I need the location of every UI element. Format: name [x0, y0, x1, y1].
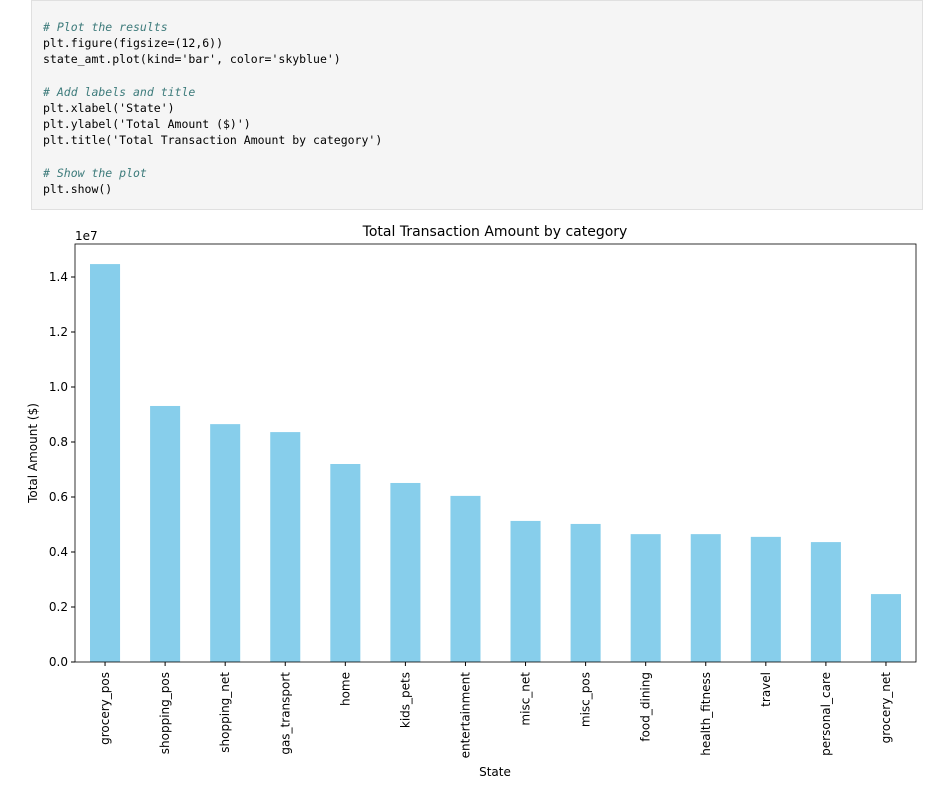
bar: [270, 432, 301, 662]
bar: [150, 405, 181, 662]
bar: [570, 523, 601, 662]
bar: [630, 534, 661, 662]
code-line: plt.xlabel('State'): [43, 101, 175, 115]
y-tick-label: 0.8: [49, 435, 68, 449]
chart-title: Total Transaction Amount by category: [362, 224, 628, 240]
y-tick-label: 0.0: [49, 655, 68, 669]
code-line: plt.title('Total Transaction Amount by c…: [43, 133, 383, 148]
axes-frame: [74, 243, 917, 663]
x-tick-label: food_dining: [639, 672, 653, 742]
code-line: # Plot the results: [43, 20, 168, 34]
code-line: state_amt.plot(kind='bar', color='skyblu…: [43, 52, 341, 67]
y-tick-label: 1.0: [49, 380, 68, 394]
code-line: plt.figure(figsize=(12,6)): [43, 36, 224, 51]
y-tick-label: 1.4: [49, 270, 68, 284]
x-tick-label: travel: [759, 672, 773, 707]
code: # Plot the results plt.figure(figsize=(12…: [43, 19, 382, 213]
x-tick-label: kids_pets: [398, 672, 412, 728]
bar: [450, 495, 481, 662]
code-line: # Add labels and title: [43, 84, 196, 99]
code-line: # Show the plot: [43, 165, 147, 180]
code-block: # Add labels and title plt.xlabel('State'…: [43, 84, 382, 149]
y-tick-label: 0.6: [49, 490, 68, 504]
y-tick-label: 1.2: [49, 325, 68, 339]
x-tick-label: personal_care: [819, 672, 833, 756]
bar: [870, 594, 901, 662]
code-cell[interactable]: # Plot the results plt.figure(figsize=(12…: [31, 0, 923, 210]
x-tick-label: entertainment: [458, 672, 472, 759]
x-tick-label: health_fitness: [699, 672, 713, 756]
x-tick-label: shopping_pos: [158, 672, 172, 754]
x-tick-label: home: [338, 672, 352, 706]
x-tick-label: grocery_net: [879, 672, 893, 744]
x-tick-label: gas_transport: [278, 672, 292, 755]
bar: [690, 534, 721, 662]
code-block: # Show the plot plt.show(): [43, 165, 382, 197]
bar: [810, 542, 841, 662]
y-axis-label: Total Amount ($): [26, 403, 40, 504]
y-offset-label: 1e7: [75, 229, 98, 243]
x-tick-label: misc_pos: [579, 672, 593, 727]
bar: [390, 482, 421, 662]
y-tick-label: 0.4: [49, 545, 68, 559]
bar: [510, 520, 541, 662]
code-line: plt.show(): [43, 182, 113, 196]
code-line: plt.ylabel('Total Amount ($)'): [43, 117, 251, 132]
bar: [90, 264, 121, 662]
x-tick-label: shopping_net: [218, 672, 232, 753]
bar: [330, 464, 361, 662]
x-tick-label: misc_net: [519, 672, 533, 726]
bar: [750, 536, 781, 662]
x-axis-label: State: [479, 765, 511, 779]
code-block: # Plot the results plt.figure(figsize=(12…: [43, 19, 382, 68]
x-tick-label: grocery_pos: [98, 672, 112, 745]
y-tick-label: 0.2: [49, 600, 68, 614]
bar: [210, 424, 241, 662]
